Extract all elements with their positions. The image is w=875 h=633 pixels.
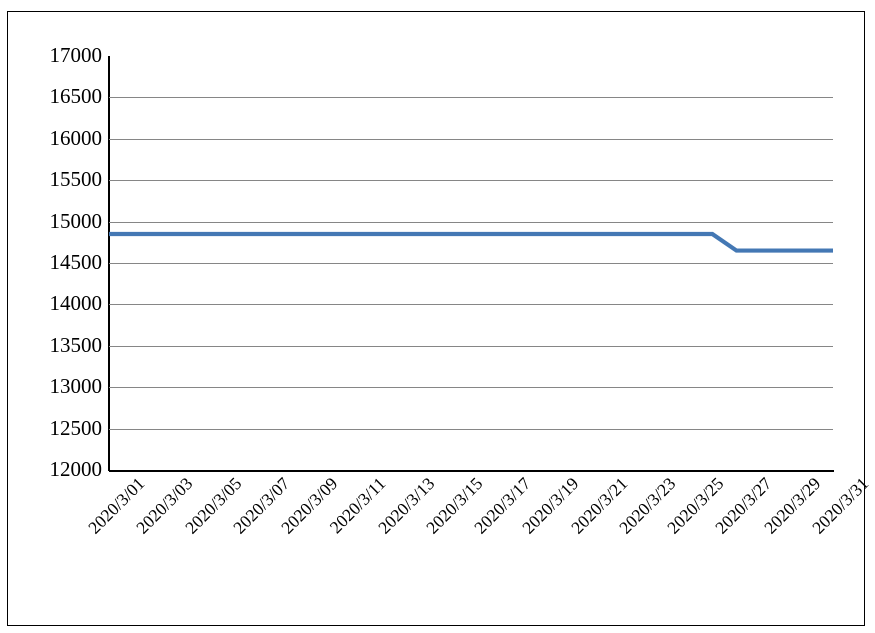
y-axis-tick-label: 16500 bbox=[49, 84, 103, 109]
y-axis-tick-label: 12000 bbox=[49, 457, 103, 481]
x-axis-line bbox=[109, 470, 834, 472]
gridline bbox=[109, 387, 833, 389]
y-axis-tick-label: 14500 bbox=[49, 250, 103, 274]
series-polyline bbox=[109, 234, 833, 251]
gridline bbox=[109, 138, 833, 140]
y-axis-tick-label: 15500 bbox=[49, 167, 103, 192]
gridline bbox=[109, 345, 833, 347]
gridline bbox=[109, 180, 833, 182]
line-series bbox=[109, 56, 833, 470]
plot-area bbox=[109, 56, 833, 470]
gridline bbox=[109, 428, 833, 430]
y-axis-tick-label: 14000 bbox=[49, 291, 103, 316]
y-axis-tick-labels: 17000 16500 16000 15500 15000 14500 14000 13500… bbox=[8, 12, 103, 625]
gridline bbox=[109, 304, 833, 306]
y-axis-tick-label: 13500 bbox=[49, 332, 103, 357]
x-axis-tick-labels: 2020/3/01 2020/3/03 2020/3/05 2020/3/07 2020… bbox=[84, 473, 872, 614]
y-axis-tick-label: 13000 bbox=[49, 374, 103, 399]
gridline bbox=[109, 97, 833, 99]
y-axis-tick-label: 15000 bbox=[49, 208, 103, 233]
y-axis-tick-label: 12500 bbox=[49, 415, 103, 440]
y-axis-tick-label: 17000 bbox=[49, 43, 103, 67]
gridline bbox=[109, 263, 833, 264]
chart-frame: 17000 16500 16000 15500 15000 14500 14000 13500… bbox=[7, 11, 872, 626]
y-axis-tick-label: 16000 bbox=[49, 125, 103, 150]
gridline bbox=[109, 221, 833, 223]
y-axis-line bbox=[108, 56, 110, 471]
